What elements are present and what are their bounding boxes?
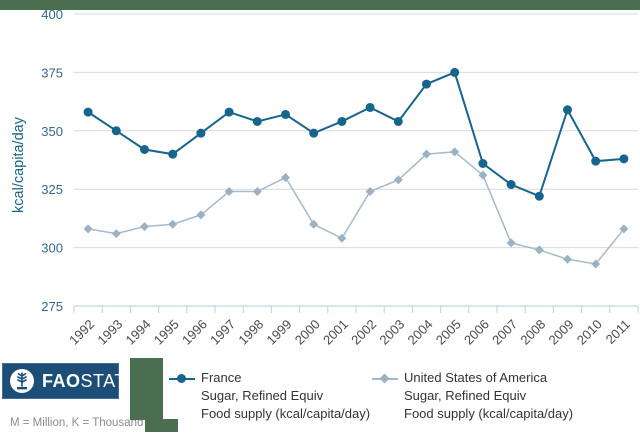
legend-series-element: Food supply (kcal/capita/day) (404, 406, 574, 421)
data-point-marker (224, 107, 234, 117)
x-tick-label: 2010 (574, 317, 605, 348)
data-point-marker (393, 175, 403, 185)
data-point-marker (281, 109, 290, 119)
y-tick-label: 300 (41, 241, 63, 256)
data-point-marker (422, 79, 431, 89)
data-point-marker (534, 245, 544, 255)
data-point-marker (309, 128, 319, 138)
x-tick-label: 1995 (151, 317, 182, 348)
x-tick-label: 1996 (179, 317, 210, 348)
data-point-marker (534, 191, 544, 201)
data-point-marker (478, 170, 488, 180)
x-tick-label: 1994 (123, 317, 154, 348)
legend-series-item: Sugar, Refined Equiv (404, 388, 527, 403)
data-point-marker (506, 238, 516, 248)
x-tick-label: 2001 (320, 317, 351, 348)
data-point-marker (450, 147, 460, 157)
x-tick-label: 1998 (235, 317, 266, 348)
data-point-marker (83, 107, 93, 117)
data-point-marker (563, 105, 572, 115)
data-point-marker (83, 224, 93, 234)
x-tick-label: 1999 (264, 317, 295, 348)
x-tick-label: 2005 (433, 317, 464, 348)
y-tick-label: 350 (41, 124, 63, 139)
y-tick-label: 375 (41, 65, 63, 80)
data-point-marker (450, 67, 460, 77)
data-point-marker (281, 173, 290, 183)
logo-stat-text: STAT (80, 370, 126, 391)
data-point-marker (168, 219, 178, 229)
legend-circle-marker-icon (169, 374, 195, 384)
top-header-bar (0, 0, 640, 10)
data-point-marker (111, 126, 121, 136)
series-line-0 (87, 71, 624, 198)
x-tick-label: 1993 (94, 317, 125, 348)
data-point-marker (111, 229, 121, 239)
data-point-marker (252, 187, 262, 197)
data-point-marker (422, 149, 431, 159)
x-tick-label: 2011 (603, 317, 633, 347)
legend-series-name: United States of America (404, 370, 548, 385)
data-point-marker (591, 156, 601, 166)
data-point-marker (224, 187, 234, 197)
x-tick-label: 2007 (489, 317, 520, 348)
x-tick-label: 2002 (348, 317, 379, 348)
data-point-marker (365, 102, 375, 112)
fao-emblem-icon (9, 368, 35, 394)
legend-item-france[interactable]: France Sugar, Refined Equiv Food supply … (169, 369, 370, 423)
units-footnote: M = Million, K = Thousand (10, 417, 144, 429)
green-shape-foot (145, 419, 178, 432)
data-point-marker (196, 210, 206, 220)
legend-series-element: Food supply (kcal/capita/day) (201, 406, 371, 421)
y-tick-label: 275 (41, 299, 63, 314)
legend-series-item: Sugar, Refined Equiv (201, 388, 324, 403)
data-point-marker (563, 254, 572, 264)
series-line-1 (87, 151, 625, 265)
data-point-marker (591, 259, 601, 269)
x-tick-label: 2008 (517, 317, 548, 348)
data-point-marker (393, 116, 403, 126)
data-point-marker (252, 116, 262, 126)
data-point-marker (337, 116, 347, 126)
x-tick-label: 1997 (207, 317, 238, 348)
data-point-marker (365, 187, 375, 197)
data-point-marker (196, 128, 206, 138)
x-tick-label: 2000 (292, 317, 323, 348)
y-axis-title: kcal/capita/day (11, 116, 27, 213)
data-point-marker (140, 144, 149, 154)
legend-diamond-marker-icon (372, 373, 398, 384)
data-point-marker (140, 222, 149, 232)
x-tick-label: 2003 (376, 317, 407, 348)
data-point-marker (506, 180, 516, 190)
x-tick-label: 2006 (461, 317, 492, 348)
legend-series-name: France (201, 370, 242, 385)
data-point-marker (619, 154, 629, 164)
data-point-marker (309, 219, 319, 229)
logo-fao-text: FAO (42, 370, 81, 391)
x-tick-label: 2009 (546, 317, 577, 348)
legend-item-usa[interactable]: United States of America Sugar, Refined … (372, 369, 573, 423)
y-tick-label: 325 (41, 182, 63, 197)
data-point-marker (619, 224, 629, 234)
data-point-marker (168, 149, 178, 159)
green-shape-vertical (130, 358, 163, 420)
data-point-marker (478, 159, 488, 169)
faostat-wordmark: FAOSTAT (42, 371, 126, 392)
data-point-marker (337, 233, 347, 243)
faostat-logo[interactable]: FAOSTAT (2, 363, 125, 399)
x-tick-label: 1992 (66, 317, 97, 348)
x-tick-label: 2004 (405, 317, 436, 348)
y-tick-label: 400 (41, 7, 63, 22)
chart-svg: 2753003253503754001992199319941995199619… (11, 7, 639, 348)
